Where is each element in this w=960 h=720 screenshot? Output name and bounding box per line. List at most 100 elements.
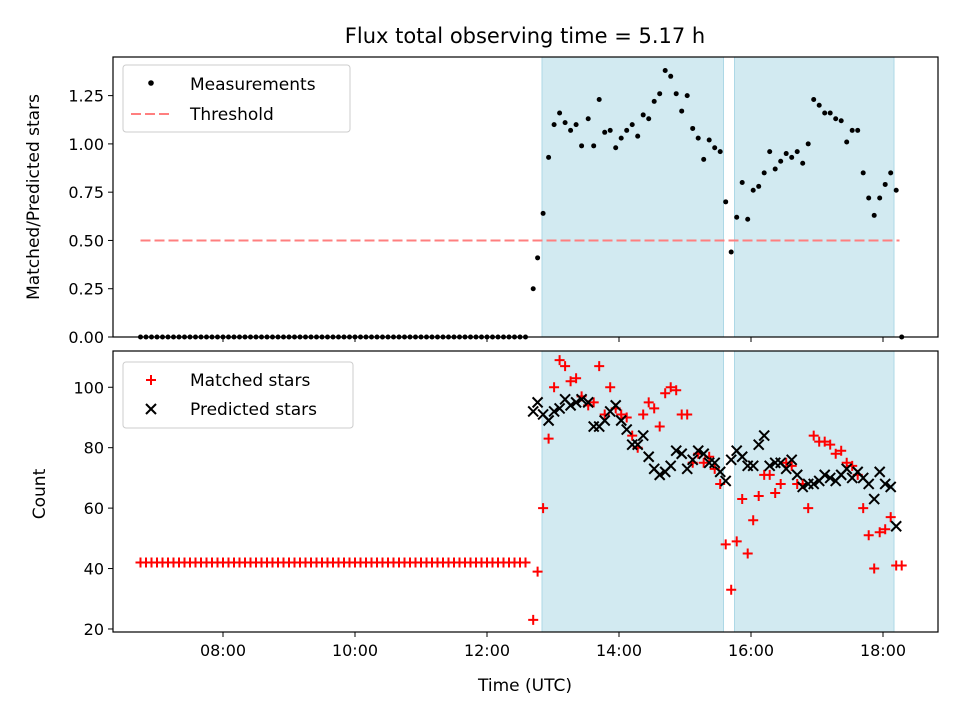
measurement-point-107 <box>728 249 734 255</box>
matched-point-138 <box>896 560 907 571</box>
measurement-point-90 <box>635 133 641 139</box>
measurement-point-116 <box>778 158 784 164</box>
matched-point-78 <box>565 376 576 387</box>
predicted-point-48 <box>791 469 803 481</box>
measurement-point-80 <box>579 143 585 149</box>
measurement-point-71 <box>530 286 536 292</box>
predicted-point-3 <box>542 414 555 427</box>
top-y-tick-label-2: 0.50 <box>68 231 104 250</box>
measurement-point-104 <box>712 145 718 151</box>
measurement-point-113 <box>761 170 767 176</box>
predicted-point-35 <box>719 475 732 487</box>
matched-point-109 <box>737 494 748 505</box>
matched-point-125 <box>825 439 836 450</box>
measurement-point-135 <box>882 181 888 187</box>
matched-point-75 <box>549 382 560 393</box>
matched-point-82 <box>588 397 599 408</box>
chart-title: Flux total observing time = 5.17 h <box>345 24 705 48</box>
matched-star-points <box>135 355 907 625</box>
matched-point-96 <box>665 382 676 393</box>
bottom-observing-span-1 <box>734 350 895 633</box>
matched-point-124 <box>819 436 830 447</box>
measurement-point-126 <box>833 116 839 122</box>
predicted-point-40 <box>747 460 759 472</box>
legend-label-predicted: Predicted stars <box>190 400 317 420</box>
measurement-point-86 <box>613 145 619 151</box>
bottom-y-tick-label-1: 40 <box>84 560 104 579</box>
bottom-y-tick-label-2: 60 <box>84 499 104 518</box>
predicted-point-5 <box>553 402 566 415</box>
predicted-point-63 <box>873 466 886 478</box>
predicted-point-34 <box>714 466 726 478</box>
measurement-point-130 <box>855 127 861 133</box>
matched-point-112 <box>753 491 764 502</box>
top-x-ticks <box>222 337 884 342</box>
measurement-point-88 <box>624 127 630 133</box>
predicted-point-29 <box>686 454 699 466</box>
measurement-point-110 <box>745 216 751 222</box>
predicted-point-19 <box>631 438 644 451</box>
measurement-points <box>138 68 905 340</box>
measurement-point-102 <box>701 156 707 162</box>
predicted-point-36 <box>725 454 737 466</box>
matched-point-85 <box>605 382 616 393</box>
measurement-point-91 <box>640 112 646 118</box>
measurement-point-111 <box>750 187 756 193</box>
predicted-point-9 <box>575 393 588 406</box>
predicted-point-21 <box>642 451 655 463</box>
measurement-point-99 <box>684 93 690 99</box>
matched-point-94 <box>654 421 665 432</box>
predicted-point-23 <box>653 469 666 481</box>
measurement-point-89 <box>629 122 635 128</box>
measurement-point-122 <box>811 96 817 102</box>
legend-label-threshold: Threshold <box>189 105 274 125</box>
matched-point-74 <box>543 433 554 444</box>
matched-point-126 <box>830 448 841 459</box>
predicted-point-13 <box>598 414 611 427</box>
measurement-point-137 <box>893 187 899 193</box>
measurement-point-82 <box>591 143 597 149</box>
measurement-point-100 <box>690 125 696 131</box>
legend-marker-measurements <box>148 80 154 86</box>
matched-point-79 <box>571 373 582 384</box>
top-plot-frame <box>112 56 939 338</box>
matched-point-93 <box>649 403 660 414</box>
matched-point-77 <box>560 361 571 372</box>
measurement-point-94 <box>657 91 663 97</box>
top-y-tick-label-5: 1.25 <box>68 87 104 106</box>
predicted-point-16 <box>615 414 627 427</box>
predicted-point-42 <box>758 429 770 442</box>
predicted-star-points <box>527 393 902 532</box>
measurement-point-76 <box>557 110 563 116</box>
top-y-tick-label-1: 0.25 <box>68 280 104 299</box>
matched-point-114 <box>764 469 775 480</box>
measurement-point-131 <box>860 170 866 176</box>
matched-point-122 <box>808 430 819 441</box>
bottom-y-tick-label-0: 20 <box>84 620 104 639</box>
matched-point-91 <box>638 409 649 420</box>
matched-point-89 <box>627 430 638 441</box>
predicted-point-8 <box>570 396 582 409</box>
bottom-observing-spans <box>541 350 895 633</box>
top-y-ticks: 0.00 0.25 0.50 0.75 1.00 1.25 <box>68 87 113 347</box>
measurement-point-129 <box>849 127 855 133</box>
measurement-point-127 <box>838 118 844 124</box>
measurement-point-112 <box>756 183 762 189</box>
predicted-point-46 <box>780 463 792 475</box>
predicted-point-64 <box>879 478 891 490</box>
matched-point-107 <box>726 584 737 595</box>
measurement-point-105 <box>717 149 723 155</box>
measurement-point-121 <box>805 141 811 147</box>
predicted-point-47 <box>785 454 798 466</box>
measurement-point-96 <box>668 73 674 79</box>
predicted-point-27 <box>675 448 688 460</box>
legend-label-matched: Matched stars <box>190 371 310 391</box>
matched-point-132 <box>863 530 874 541</box>
measurement-point-120 <box>800 160 806 166</box>
predicted-point-38 <box>736 451 748 463</box>
matched-point-134 <box>874 527 885 538</box>
predicted-point-0 <box>527 405 539 418</box>
predicted-point-43 <box>763 460 776 472</box>
measurement-point-114 <box>767 149 773 155</box>
matched-point-83 <box>594 361 605 372</box>
